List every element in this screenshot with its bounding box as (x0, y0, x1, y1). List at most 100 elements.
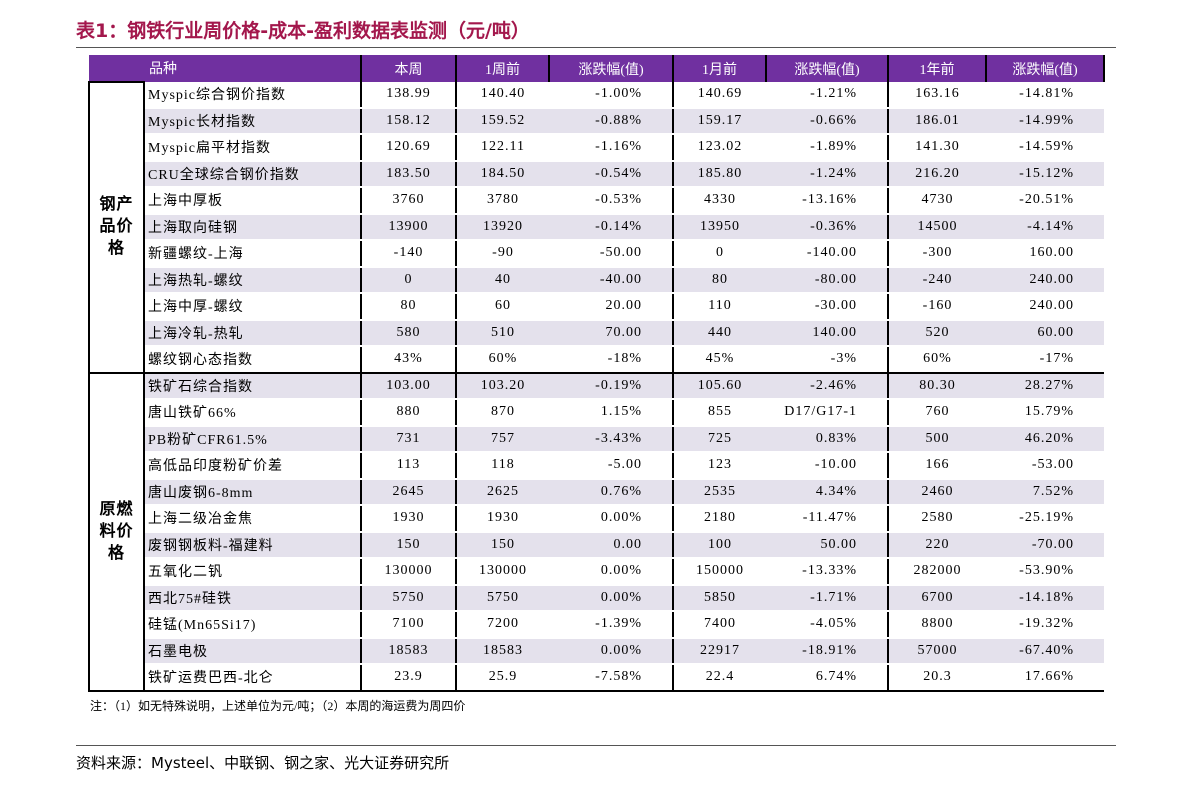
cell: -14.59% (986, 134, 1104, 162)
cell: 23.9 (361, 664, 456, 692)
cell: 0 (361, 266, 456, 294)
cell: 2180 (672, 505, 766, 533)
cell: 50.00 (766, 531, 888, 559)
cell: 0.00 (549, 531, 673, 559)
cell: -1.24% (766, 160, 888, 188)
cell: 0.00% (549, 505, 673, 533)
cell: 2645 (361, 478, 456, 506)
table-row: 高低品印度粉矿价差 113 118 -5.00 123 -10.00 166 -53.00 (89, 452, 1104, 480)
cell: -11.47% (766, 505, 888, 533)
cell: 6700 (887, 584, 986, 612)
cell: -1.39% (549, 611, 673, 639)
cell: 18583 (455, 637, 549, 665)
cell: -4.05% (766, 611, 888, 639)
data-table: 品种 本周 1周前 涨跌幅(值) 1月前 涨跌幅(值) 1年前 涨跌幅(值) 钢产品价格 Mys… (88, 55, 1105, 692)
cell: 15.79% (986, 399, 1104, 427)
item-name: 五氧化二钒 (143, 558, 362, 586)
table-row: 唐山废钢6-8mm 2645 2625 0.76% 2535 4.34% 2460 7.52% (89, 478, 1104, 506)
cell: 184.50 (455, 160, 549, 188)
cell: 220 (887, 531, 986, 559)
cell: -13.33% (766, 558, 888, 586)
cell: 122.11 (455, 134, 549, 162)
item-name: PB粉矿CFR61.5% (143, 425, 362, 453)
item-name: 硅锰(Mn65Si17) (143, 611, 362, 639)
column-header: 涨跌幅(值) (985, 55, 1105, 82)
cell: 240.00 (986, 266, 1104, 294)
cell: 45% (672, 346, 766, 374)
source: 资料来源：Mysteel、中联钢、钢之家、光大证券研究所 (76, 754, 450, 772)
cell: 240.00 (986, 293, 1104, 321)
item-name: 石墨电极 (143, 637, 362, 665)
cell: D17/G17-1 (766, 399, 888, 427)
cell: 7.52% (986, 478, 1104, 506)
column-header: 品种 (89, 55, 362, 82)
cell: 60 (455, 293, 549, 321)
table-row: 上海热轧-螺纹 0 40 -40.00 80 -80.00 -240 240.00 (89, 266, 1104, 294)
cell: -30.00 (766, 293, 888, 321)
cell: -13.16% (766, 187, 888, 215)
cell: 510 (455, 319, 549, 347)
cell: 100 (672, 531, 766, 559)
cell: 20.00 (549, 293, 673, 321)
cell: -0.19% (549, 372, 673, 400)
title: 表1：钢铁行业周价格-成本-盈利数据表监测（元/吨） (76, 20, 530, 42)
cell: -0.14% (549, 213, 673, 241)
cell: 855 (672, 399, 766, 427)
cell: -160 (887, 293, 986, 321)
cell: 28.27% (986, 372, 1104, 400)
cell: -18% (549, 346, 673, 374)
cell: 140.69 (672, 82, 766, 109)
cell: 0.76% (549, 478, 673, 506)
cell: 57000 (887, 637, 986, 665)
cell: 141.30 (887, 134, 986, 162)
column-header: 涨跌幅(值) (765, 55, 889, 82)
cell: -0.88% (549, 107, 673, 135)
cell: 5850 (672, 584, 766, 612)
table-row: 唐山铁矿66% 880 870 1.15% 855 D17/G17-1 760 15.79% (89, 399, 1104, 427)
cell: -14.18% (986, 584, 1104, 612)
cell: 282000 (887, 558, 986, 586)
cell: 5750 (455, 584, 549, 612)
table-row: CRU全球综合钢价指数 183.50 184.50 -0.54% 185.80 -1.24… (89, 160, 1104, 188)
cell: -90 (455, 240, 549, 268)
note: 注：（1）如无特殊说明，上述单位为元/吨；（2）本周的海运费为周四价 (90, 699, 466, 713)
cell: -40.00 (549, 266, 673, 294)
cell: 0.00% (549, 558, 673, 586)
cell: -5.00 (549, 452, 673, 480)
rule (76, 745, 1116, 746)
cell: 103.00 (361, 372, 456, 400)
table-row: 五氧化二钒 130000 130000 0.00% 150000 -13.33% 28200… (89, 558, 1104, 586)
cell: 113 (361, 452, 456, 480)
cell: 130000 (455, 558, 549, 586)
cell: 2580 (887, 505, 986, 533)
item-name: 上海中厚板 (143, 187, 362, 215)
rule (76, 47, 1116, 48)
cell: 70.00 (549, 319, 673, 347)
cell: 4330 (672, 187, 766, 215)
cell: 3760 (361, 187, 456, 215)
cell: 0.00% (549, 584, 673, 612)
cell: 166 (887, 452, 986, 480)
cell: 105.60 (672, 372, 766, 400)
cell: -0.53% (549, 187, 673, 215)
cell: 46.20% (986, 425, 1104, 453)
cell: -53.90% (986, 558, 1104, 586)
item-name: 唐山铁矿66% (143, 399, 362, 427)
cell: 103.20 (455, 372, 549, 400)
cell: 60% (455, 346, 549, 374)
item-name: 西北75#硅铁 (143, 584, 362, 612)
item-name: Myspic扁平材指数 (143, 134, 362, 162)
cell: 520 (887, 319, 986, 347)
cell: -67.40% (986, 637, 1104, 665)
item-name: 上海冷轧-热轧 (143, 319, 362, 347)
item-name: 高低品印度粉矿价差 (143, 452, 362, 480)
cell: 22.4 (672, 664, 766, 692)
cell: 158.12 (361, 107, 456, 135)
cell: 13920 (455, 213, 549, 241)
cell: 130000 (361, 558, 456, 586)
table-row: PB粉矿CFR61.5% 731 757 -3.43% 725 0.83% 500 46.20… (89, 425, 1104, 453)
cell: 7400 (672, 611, 766, 639)
cell: -4.14% (986, 213, 1104, 241)
cell: 80 (672, 266, 766, 294)
